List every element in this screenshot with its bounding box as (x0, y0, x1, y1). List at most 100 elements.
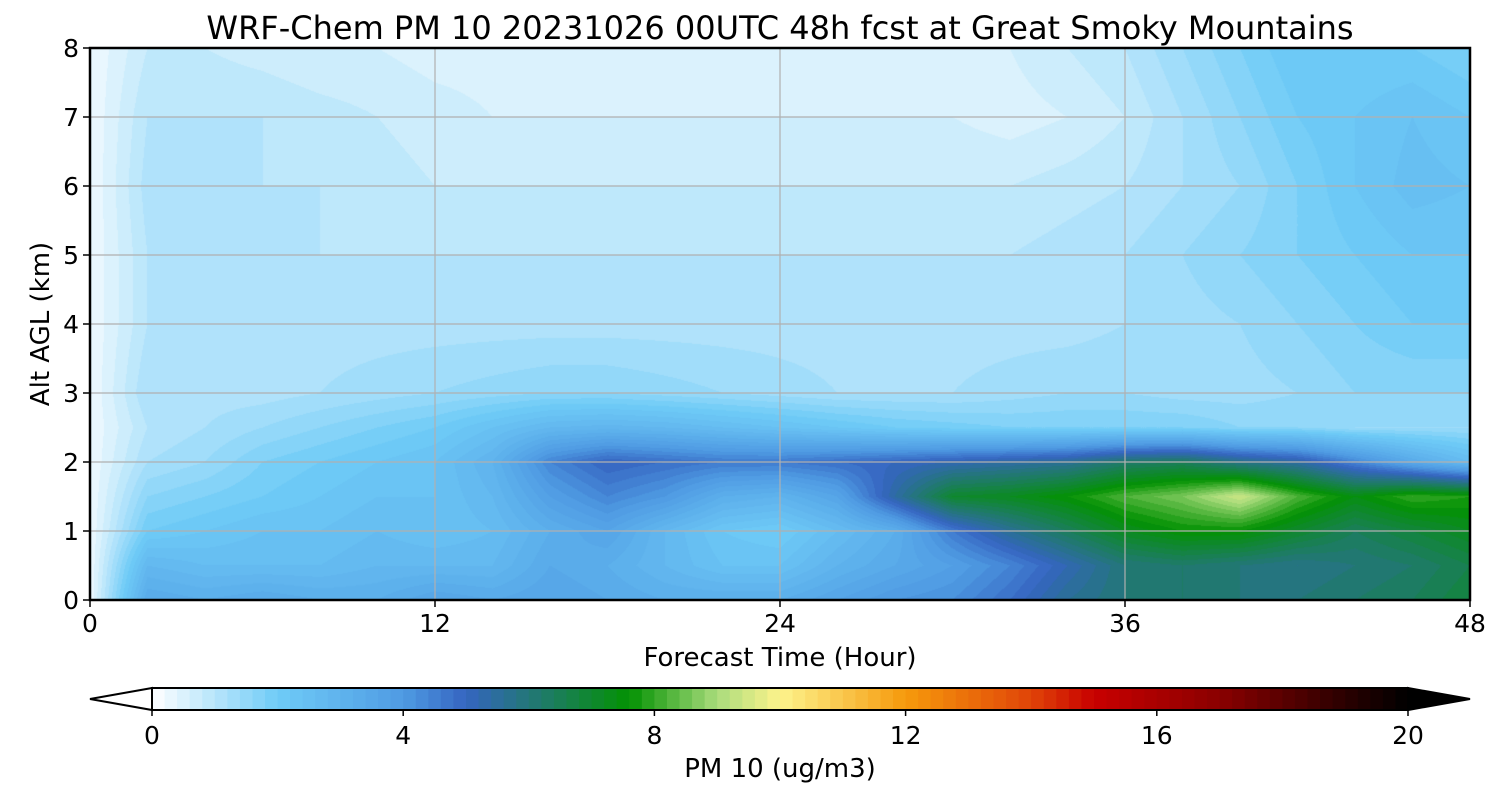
x-tick-label: 48 (1454, 609, 1486, 638)
colorbar-swatch (704, 688, 718, 710)
colorbar-swatch (805, 688, 819, 710)
colorbar-swatches (152, 688, 1409, 710)
colorbar-swatch (315, 688, 329, 710)
colorbar-swatch (491, 688, 505, 710)
x-tick-label: 24 (764, 609, 796, 638)
colorbar-swatch (528, 688, 542, 710)
colorbar-swatch (202, 688, 216, 710)
y-tick-label: 4 (63, 310, 79, 339)
x-axis-ticks: 0 12 24 36 48 (82, 600, 1486, 638)
colorbar-under-arrow (89, 686, 153, 712)
colorbar-swatch (780, 688, 794, 710)
colorbar-swatch (1207, 688, 1221, 710)
colorbar-swatch (1194, 688, 1208, 710)
colorbar-swatch (466, 688, 480, 710)
colorbar-swatch (1320, 688, 1334, 710)
colorbar-swatch (830, 688, 844, 710)
colorbar-swatch (378, 688, 392, 710)
colorbar-swatch (1106, 688, 1120, 710)
colorbar-swatch (867, 688, 882, 710)
colorbar-swatch (692, 688, 706, 710)
colorbar-swatch (566, 688, 580, 710)
colorbar-swatch (717, 688, 731, 710)
y-tick-label: 5 (63, 241, 79, 270)
colorbar-swatch (767, 688, 781, 710)
colorbar-swatch (1081, 688, 1095, 710)
colorbar-swatch (930, 688, 944, 710)
colorbar-swatch (302, 688, 316, 710)
colorbar-tick-label: 8 (646, 721, 662, 750)
colorbar-swatch (390, 688, 404, 710)
colorbar-swatch (340, 688, 354, 710)
colorbar-swatch (579, 688, 593, 710)
colorbar-swatch (516, 688, 530, 710)
colorbar-swatch (440, 688, 455, 710)
grid-lines (90, 48, 1470, 600)
colorbar-swatch (842, 688, 856, 710)
colorbar-swatch (214, 688, 228, 710)
colorbar-swatch (905, 688, 919, 710)
colorbar-tick-label: 20 (1392, 721, 1424, 750)
colorbar-ticks: 0 4 8 12 16 20 (144, 710, 1424, 750)
colorbar-swatch (1181, 688, 1196, 710)
colorbar: 0 4 8 12 16 20 PM 10 (ug/m3) (89, 686, 1471, 784)
colorbar-swatch (1282, 688, 1296, 710)
colorbar-swatch (1043, 688, 1057, 710)
colorbar-swatch (855, 688, 869, 710)
colorbar-swatch (1294, 688, 1309, 710)
colorbar-swatch (1357, 688, 1371, 710)
colorbar-swatch (403, 688, 417, 710)
colorbar-swatch (666, 688, 681, 710)
colorbar-swatch (792, 688, 806, 710)
colorbar-swatch (654, 688, 668, 710)
y-axis-label: Alt AGL (km) (26, 242, 56, 406)
colorbar-swatch (604, 688, 618, 710)
colorbar-swatch (817, 688, 831, 710)
colorbar-swatch (252, 688, 266, 710)
colorbar-swatch (1345, 688, 1359, 710)
colorbar-swatch (641, 688, 655, 710)
chart-title: WRF-Chem PM 10 20231026 00UTC 48h fcst a… (206, 9, 1353, 47)
colorbar-swatch (541, 688, 555, 710)
y-tick-label: 3 (63, 379, 79, 408)
colorbar-swatch (918, 688, 932, 710)
colorbar-label: PM 10 (ug/m3) (684, 754, 876, 784)
x-tick-label: 12 (419, 609, 451, 638)
colorbar-tick-label: 12 (890, 721, 922, 750)
colorbar-swatch (415, 688, 429, 710)
colorbar-swatch (177, 688, 191, 710)
x-tick-label: 36 (1109, 609, 1141, 638)
colorbar-swatch (1395, 688, 1409, 710)
colorbar-swatch (277, 688, 291, 710)
colorbar-swatch (1068, 688, 1083, 710)
colorbar-swatch (152, 688, 166, 710)
colorbar-swatch (227, 688, 241, 710)
colorbar-swatch (1332, 688, 1346, 710)
colorbar-swatch (453, 688, 467, 710)
colorbar-swatch (629, 688, 643, 710)
colorbar-frame (151, 687, 1409, 711)
colorbar-swatch (742, 688, 756, 710)
colorbar-swatch (1031, 688, 1045, 710)
x-axis-label: Forecast Time (Hour) (643, 643, 916, 673)
colorbar-swatch (503, 688, 517, 710)
colorbar-swatch (327, 688, 341, 710)
colorbar-swatch (478, 688, 492, 710)
colorbar-swatch (1219, 688, 1233, 710)
y-axis-ticks: 0 1 2 3 4 5 6 7 8 (63, 34, 90, 615)
colorbar-swatch (1370, 688, 1384, 710)
colorbar-tick-label: 4 (395, 721, 411, 750)
colorbar-swatch (1156, 688, 1170, 710)
colorbar-swatch (880, 688, 894, 710)
colorbar-swatch (352, 688, 367, 710)
colorbar-swatch (993, 688, 1007, 710)
colorbar-swatch (290, 688, 304, 710)
colorbar-swatch (553, 688, 568, 710)
y-tick-label: 2 (63, 448, 79, 477)
y-tick-label: 1 (63, 517, 79, 546)
y-tick-label: 6 (63, 172, 79, 201)
colorbar-swatch (365, 688, 379, 710)
colorbar-swatch (754, 688, 769, 710)
colorbar-tick-label: 0 (144, 721, 160, 750)
